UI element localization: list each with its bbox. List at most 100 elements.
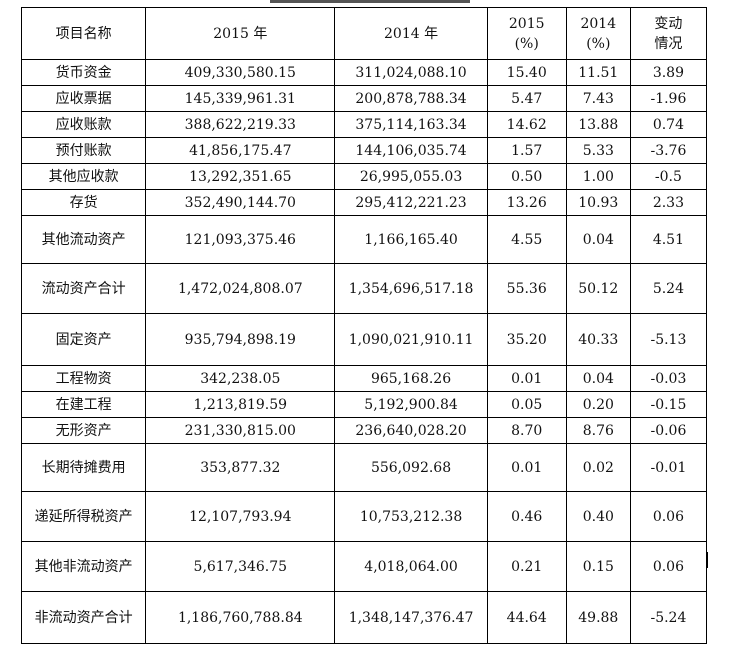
value-2015: 1,472,024,808.07 (145, 263, 336, 314)
value-2014: 295,412,221.23 (334, 189, 488, 216)
change-value: -1.96 (629, 85, 708, 112)
header-pct-2015: 2015 (%) (486, 7, 567, 60)
balance-sheet-table: 项目名称 2015 年 2014 年 2015 (%) 2014 (%) 变动 … (20, 7, 708, 644)
row-name: 非流动资产合计 (20, 591, 147, 644)
row-name: 递延所得税资产 (20, 491, 147, 542)
table-row: 存货 352,490,144.70 295,412,221.23 13.26 10.93… (20, 189, 708, 216)
table-row: 递延所得税资产 12,107,793.94 10,753,212.38 0.46 0.4… (20, 491, 708, 542)
value-2014: 26,995,055.03 (334, 163, 488, 190)
change-value: -0.01 (629, 443, 708, 492)
pct-2015: 55.36 (486, 263, 567, 314)
pct-2014: 49.88 (565, 591, 631, 644)
value-2015: 388,622,219.33 (145, 111, 336, 138)
table-row: 无形资产 231,330,815.00 236,640,028.20 8.70 8.76… (20, 417, 708, 444)
change-value: -0.5 (629, 163, 708, 190)
pct-2014: 0.40 (565, 491, 631, 542)
value-2015: 41,856,175.47 (145, 137, 336, 164)
pct-2015: 15.40 (486, 59, 567, 86)
change-value: -5.24 (629, 591, 708, 644)
table-row: 固定资产 935,794,898.19 1,090,021,910.11 35.20 4… (20, 313, 708, 366)
value-2014: 375,114,163.34 (334, 111, 488, 138)
row-name: 货币资金 (20, 59, 147, 86)
change-value: 0.06 (629, 541, 708, 592)
pct-2015: 5.47 (486, 85, 567, 112)
row-name: 无形资产 (20, 417, 147, 444)
row-name: 其他非流动资产 (20, 541, 147, 592)
pct-2014: 0.04 (565, 365, 631, 392)
pct-2014: 0.15 (565, 541, 631, 592)
value-2015: 231,330,815.00 (145, 417, 336, 444)
pct-2014: 40.33 (565, 313, 631, 366)
header-pct-2014: 2014 (%) (565, 7, 631, 60)
value-2014: 4,018,064.00 (334, 541, 488, 592)
change-value: -0.06 (629, 417, 708, 444)
pct-2015: 8.70 (486, 417, 567, 444)
table-row: 货币资金 409,330,580.15 311,024,088.10 15.40 11.… (20, 59, 708, 86)
row-name: 存货 (20, 189, 147, 216)
value-2015: 145,339,961.31 (145, 85, 336, 112)
header-change: 变动 情况 (629, 7, 708, 60)
pct-2014: 13.88 (565, 111, 631, 138)
value-2015: 13,292,351.65 (145, 163, 336, 190)
pct-2015: 35.20 (486, 313, 567, 366)
row-name: 工程物资 (20, 365, 147, 392)
header-item-name: 项目名称 (20, 7, 147, 60)
pct-2014: 50.12 (565, 263, 631, 314)
value-2014: 311,024,088.10 (334, 59, 488, 86)
value-2014: 556,092.68 (334, 443, 488, 492)
value-2014: 1,354,696,517.18 (334, 263, 488, 314)
value-2015: 409,330,580.15 (145, 59, 336, 86)
pct-2015: 0.21 (486, 541, 567, 592)
change-value: -0.03 (629, 365, 708, 392)
row-name: 其他应收款 (20, 163, 147, 190)
table-row: 应收账款 388,622,219.33 375,114,163.34 14.62 13.… (20, 111, 708, 138)
value-2014: 1,166,165.40 (334, 215, 488, 264)
table-row: 其他流动资产 121,093,375.46 1,166,165.40 4.55 0.04… (20, 215, 708, 264)
table-row: 应收票据 145,339,961.31 200,878,788.34 5.47 7.43… (20, 85, 708, 112)
row-name: 其他流动资产 (20, 215, 147, 264)
value-2014: 1,348,147,376.47 (334, 591, 488, 644)
pct-2015: 0.01 (486, 365, 567, 392)
change-value: 0.06 (629, 491, 708, 542)
change-value: -0.15 (629, 391, 708, 418)
row-name: 长期待摊费用 (20, 443, 147, 492)
pct-2015: 13.26 (486, 189, 567, 216)
table-row: 非流动资产合计 1,186,760,788.84 1,348,147,376.47 4… (20, 591, 708, 644)
change-value: -5.13 (629, 313, 708, 366)
value-2015: 353,877.32 (145, 443, 336, 492)
clipped-title-fragment (270, 0, 470, 3)
value-2015: 12,107,793.94 (145, 491, 336, 542)
change-value: 0.74 (629, 111, 708, 138)
table-row: 其他应收款 13,292,351.65 26,995,055.03 0.50 1.00-… (20, 163, 708, 190)
row-name: 固定资产 (20, 313, 147, 366)
row-name: 在建工程 (20, 391, 147, 418)
change-value: 2.33 (629, 189, 708, 216)
header-2015: 2015 年 (145, 7, 336, 60)
pct-2015: 4.55 (486, 215, 567, 264)
change-value: -3.76 (629, 137, 708, 164)
pct-2015: 0.05 (486, 391, 567, 418)
pct-2015: 1.57 (486, 137, 567, 164)
row-name: 应收账款 (20, 111, 147, 138)
value-2014: 1,090,021,910.11 (334, 313, 488, 366)
table-row: 流动资产合计 1,472,024,808.07 1,354,696,517.18 55… (20, 263, 708, 314)
value-2015: 5,617,346.75 (145, 541, 336, 592)
row-name: 流动资产合计 (20, 263, 147, 314)
pct-2014: 0.20 (565, 391, 631, 418)
edge-mark (706, 552, 708, 568)
value-2014: 10,753,212.38 (334, 491, 488, 542)
value-2014: 236,640,028.20 (334, 417, 488, 444)
pct-2014: 0.02 (565, 443, 631, 492)
pct-2015: 14.62 (486, 111, 567, 138)
pct-2014: 10.93 (565, 189, 631, 216)
value-2014: 144,106,035.74 (334, 137, 488, 164)
value-2014: 200,878,788.34 (334, 85, 488, 112)
value-2015: 1,186,760,788.84 (145, 591, 336, 644)
change-value: 3.89 (629, 59, 708, 86)
pct-2014: 11.51 (565, 59, 631, 86)
header-row: 项目名称 2015 年 2014 年 2015 (%) 2014 (%) 变动 … (20, 7, 708, 60)
row-name: 预付账款 (20, 137, 147, 164)
value-2015: 935,794,898.19 (145, 313, 336, 366)
value-2014: 5,192,900.84 (334, 391, 488, 418)
table-row: 长期待摊费用 353,877.32 556,092.68 0.01 0.02 -0.01 (20, 443, 708, 492)
